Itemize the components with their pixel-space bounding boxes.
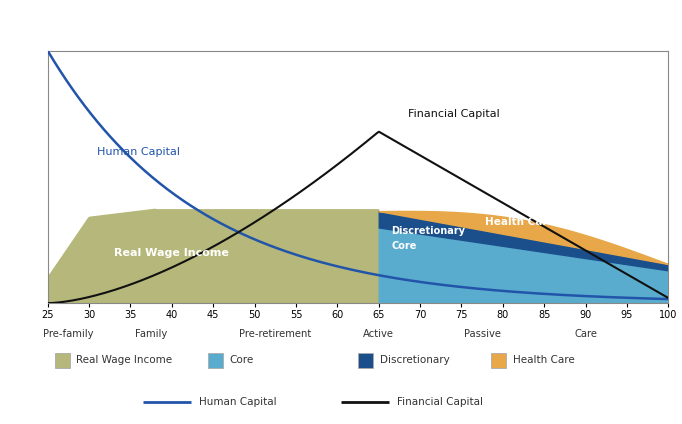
FancyBboxPatch shape [358,353,373,368]
FancyBboxPatch shape [491,353,506,368]
Text: Financial Capital: Financial Capital [397,397,483,407]
Text: Passive: Passive [464,329,501,339]
Text: Care: Care [574,329,597,339]
Text: Human Capital: Human Capital [199,397,277,407]
Polygon shape [48,209,379,303]
Text: Family: Family [135,329,167,339]
Text: Real Wage Income: Real Wage Income [76,355,173,365]
Text: Discretionary: Discretionary [380,355,449,365]
Text: Pre-family: Pre-family [43,329,93,339]
Text: Active: Active [364,329,394,339]
Text: Core: Core [230,355,254,365]
Text: Health Care: Health Care [485,218,554,227]
FancyBboxPatch shape [55,353,70,368]
Text: Financial Capital: Financial Capital [408,109,499,119]
Text: Pre-retirement: Pre-retirement [239,329,312,339]
Text: FIGURE 2: FINANCIAL LIFE CYCLE IN REAL MONETARY TERMS: FIGURE 2: FINANCIAL LIFE CYCLE IN REAL M… [12,20,381,30]
Text: Real Wage Income: Real Wage Income [115,248,229,258]
Text: Health Care: Health Care [513,355,575,365]
Text: Discretionary: Discretionary [391,226,465,236]
Text: Core: Core [391,241,417,251]
Text: Human Capital: Human Capital [98,147,180,157]
FancyBboxPatch shape [208,353,223,368]
